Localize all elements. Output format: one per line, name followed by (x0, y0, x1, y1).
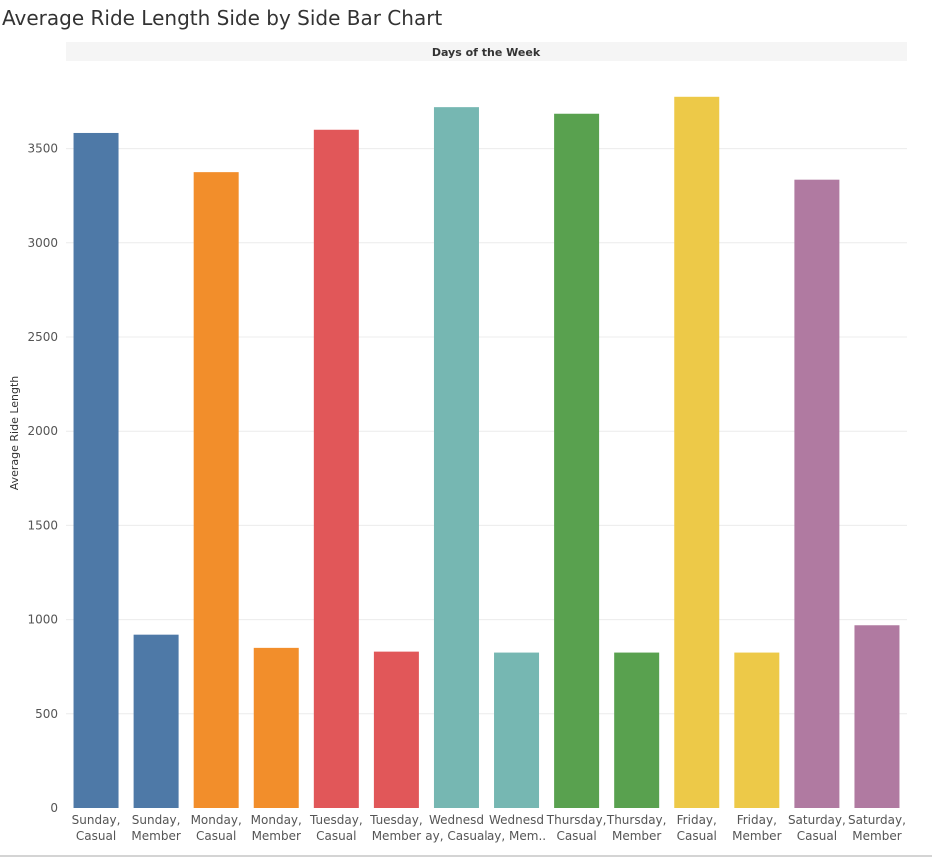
x-axis-labels: Sunday, Casual Sunday, Member Monday, Casual M… (72, 813, 906, 843)
column-header-label: Days of the Week (432, 46, 541, 59)
y-tick-label: 0 (50, 801, 58, 815)
bars (73, 96, 900, 809)
y-tick-label: 3500 (27, 142, 58, 156)
x-tick-label: ay, Casual (425, 829, 487, 843)
x-tick-label: Tuesday, (369, 813, 423, 827)
bar (193, 172, 239, 808)
x-tick-label: Saturday, (848, 813, 906, 827)
x-tick-label: Member (252, 829, 301, 843)
x-tick-label: Thursday, (606, 813, 667, 827)
x-tick-label: Monday, (251, 813, 302, 827)
y-tick-label: 500 (35, 707, 58, 721)
bar (373, 651, 419, 808)
y-axis-title: Average Ride Length (8, 376, 21, 491)
x-tick-label: ay, Mem.. (487, 829, 546, 843)
y-axis-ticks: 0 500 1000 1500 2000 2500 3000 3500 (27, 142, 58, 815)
x-tick-label: Tuesday, (309, 813, 363, 827)
x-tick-label: Casual (677, 829, 717, 843)
x-tick-label: Member (131, 829, 180, 843)
bar (614, 652, 660, 808)
x-tick-label: Member (852, 829, 901, 843)
x-tick-label: Member (732, 829, 781, 843)
bar (253, 647, 299, 808)
x-tick-label: Casual (76, 829, 116, 843)
x-tick-label: Casual (797, 829, 837, 843)
x-tick-label: Casual (556, 829, 596, 843)
x-tick-label: Member (372, 829, 421, 843)
chart-title: Average Ride Length Side by Side Bar Cha… (2, 6, 443, 30)
x-tick-label: Wednesd (429, 813, 484, 827)
x-tick-label: Friday, (737, 813, 777, 827)
x-tick-label: Sunday, (72, 813, 121, 827)
gridlines (66, 148, 907, 715)
x-tick-label: Thursday, (546, 813, 607, 827)
bar (313, 129, 359, 808)
bar (433, 107, 479, 809)
y-tick-label: 1000 (27, 613, 58, 627)
bar (73, 132, 119, 809)
bar (794, 179, 840, 808)
x-tick-label: Casual (316, 829, 356, 843)
x-tick-label: Wednesd (489, 813, 544, 827)
x-tick-label: Saturday, (788, 813, 846, 827)
y-tick-label: 3000 (27, 236, 58, 250)
bar (854, 625, 900, 808)
y-tick-label: 1500 (27, 518, 58, 532)
column-header: Days of the Week (66, 42, 907, 61)
x-tick-label: Casual (196, 829, 236, 843)
bar (554, 113, 600, 809)
bar (494, 652, 540, 808)
x-tick-label: Friday, (677, 813, 717, 827)
x-tick-label: Member (612, 829, 661, 843)
bar (734, 652, 780, 808)
bar (674, 96, 720, 809)
x-tick-label: Monday, (191, 813, 242, 827)
y-tick-label: 2000 (27, 424, 58, 438)
x-tick-label: Sunday, (132, 813, 181, 827)
y-tick-label: 2500 (27, 330, 58, 344)
bar (133, 634, 179, 808)
